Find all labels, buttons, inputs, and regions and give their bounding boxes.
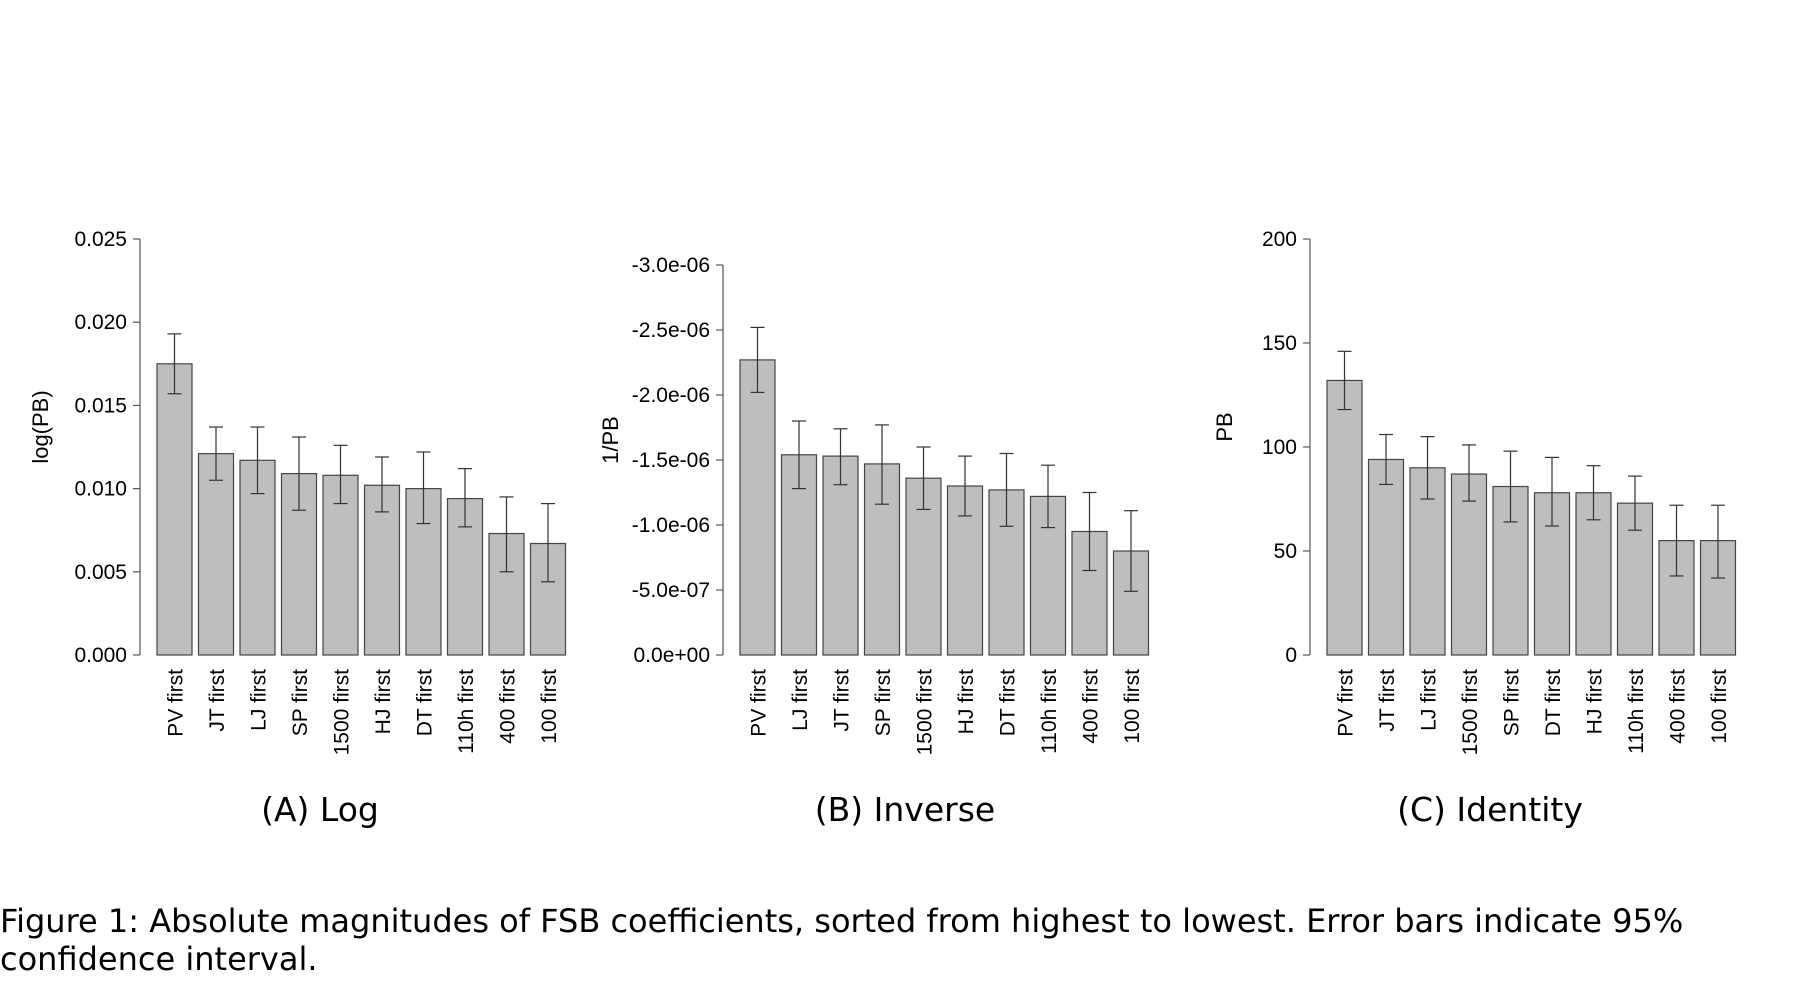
x-tick-label: DT first [414,669,437,736]
x-tick-label: 100 first [538,669,561,744]
y-tick-label: 0.010 [74,478,127,501]
x-tick-label: DT first [997,669,1020,736]
x-tick-label: JT first [206,669,229,732]
x-tick-label: 400 first [1080,669,1103,744]
x-tick-label: SP first [1501,669,1524,736]
x-tick-label: LJ first [1418,669,1441,731]
bar [156,363,193,656]
x-tick-label: HJ first [372,669,395,734]
x-tick-label: SP first [289,669,312,736]
x-tick-label: HJ first [1584,669,1607,734]
y-tick-label: -5.0e-07 [632,579,710,602]
x-tick-label: PV first [748,669,771,737]
x-tick-label: 110h first [1038,669,1061,754]
y-tick-label: 0.005 [74,561,127,584]
y-tick-label: 0.020 [74,311,127,334]
x-tick-label: PV first [1335,669,1358,737]
bar [1326,379,1363,656]
x-tick-label: LJ first [789,669,812,731]
bar [1367,458,1405,656]
x-tick-label: HJ first [955,669,978,734]
y-tick-label: -1.5e-06 [632,449,710,472]
y-tick-label: 150 [1262,332,1297,355]
y-tick-label: 100 [1262,436,1297,459]
chart-panel-inverse: 0.0e+00 -5.0e-07 -1.0e-06 -1.5e-06 -2.0e-06 -… [585,225,1150,755]
bar [1450,473,1488,656]
bar [822,455,859,656]
subcaption-log: (A) Log [261,790,379,829]
y-tick-label: -2.0e-06 [632,384,710,407]
chart-inverse: 0.0e+00 -5.0e-07 -1.0e-06 -1.5e-06 -2.0e-06 -… [598,254,1150,755]
bar [322,474,359,656]
x-tick-label: 1500 first [914,669,937,756]
subcaption-inverse: (B) Inverse [814,790,996,829]
y-tick-label: 0.0e+00 [634,644,711,667]
y-tick-label: -2.5e-06 [632,319,710,342]
y-tick-label: -3.0e-06 [632,254,710,277]
y-tick-label: 0.025 [74,228,127,251]
bar [197,453,235,656]
x-tick-label: JT first [1376,669,1399,732]
bar [239,459,276,656]
x-tick-label: 110h first [1625,669,1648,754]
y-tick-label: 0 [1285,644,1297,667]
x-tick-label: 400 first [497,669,520,744]
y-tick-label: 50 [1274,540,1297,563]
y-tick-label: 0.000 [74,644,127,667]
y-axis-label: 1/PB [598,416,623,464]
x-tick-label: 400 first [1667,669,1690,744]
y-tick-label: 0.015 [74,394,127,417]
x-tick-label: 100 first [1121,669,1144,744]
chart-log: 0.000 0.005 0.010 0.015 0.020 0.025 log(PB) PV … [28,228,567,755]
x-tick-label: SP first [872,669,895,736]
x-tick-label: 1500 first [331,669,354,756]
x-tick-label: JT first [831,669,854,732]
y-axis-label: log(PB) [28,390,53,463]
chart-identity: 0 50 100 150 200 PB PV first JT first LJ first 15… [1212,228,1737,755]
y-tick-label: -1.0e-06 [632,514,710,537]
x-tick-label: 1500 first [1459,669,1482,756]
x-tick-label: PV first [165,669,188,737]
chart-panel-log: 0.000 0.005 0.010 0.015 0.020 0.025 log(PB) PV … [0,225,567,755]
x-tick-label: 100 first [1708,669,1731,744]
chart-panel-identity: 0 50 100 150 200 PB PV first JT first LJ first 15… [1170,225,1737,755]
subcaption-identity: (C) Identity [1397,790,1583,829]
figure-caption: Figure 1: Absolute magnitudes of FSB coe… [0,902,1684,978]
bar [739,359,776,656]
x-tick-label: DT first [1542,669,1565,736]
y-axis-label: PB [1212,412,1237,441]
x-tick-label: LJ first [248,669,271,731]
x-tick-label: 110h first [455,669,478,754]
y-tick-label: 200 [1262,228,1297,251]
